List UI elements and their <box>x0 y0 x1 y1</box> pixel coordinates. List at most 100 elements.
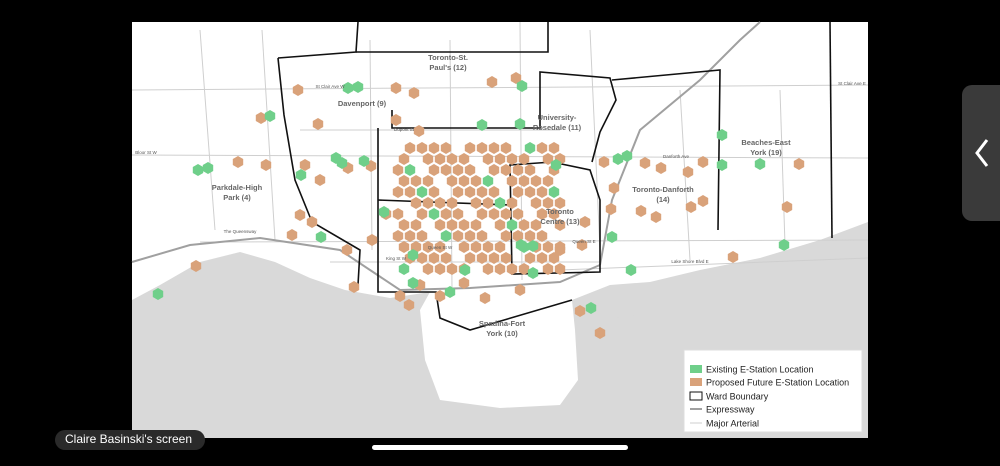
ward-label: Rosedale (11) <box>533 123 582 132</box>
station-hexagon <box>358 155 370 167</box>
station-hexagon <box>639 157 651 169</box>
station-hexagon <box>416 252 428 264</box>
station-hexagon <box>488 142 500 154</box>
station-hexagon <box>579 216 591 228</box>
station-hexagon <box>260 159 272 171</box>
station-hexagon <box>314 174 326 186</box>
station-hexagon <box>413 125 425 137</box>
station-hexagon <box>416 142 428 154</box>
station-hexagon <box>518 219 530 231</box>
station-hexagon <box>506 197 518 209</box>
station-hexagon <box>452 208 464 220</box>
station-hexagon <box>500 230 512 242</box>
station-hexagon <box>585 302 597 314</box>
station-hexagon <box>476 208 488 220</box>
station-hexagon <box>452 164 464 176</box>
station-hexagon <box>422 263 434 275</box>
station-hexagon <box>315 231 327 243</box>
station-hexagon <box>440 142 452 154</box>
station-hexagon <box>488 208 500 220</box>
station-hexagon <box>398 219 410 231</box>
station-hexagon <box>294 209 306 221</box>
station-hexagon <box>612 153 624 165</box>
station-hexagon <box>550 159 562 171</box>
ward-label: Beaches-East <box>741 138 791 147</box>
station-hexagon <box>398 263 410 275</box>
station-hexagon <box>416 230 428 242</box>
station-hexagon <box>524 164 536 176</box>
station-hexagon <box>464 164 476 176</box>
station-hexagon <box>594 327 606 339</box>
station-hexagon <box>446 153 458 165</box>
station-hexagon <box>464 186 476 198</box>
station-hexagon <box>398 241 410 253</box>
station-hexagon <box>392 208 404 220</box>
station-hexagon <box>621 150 633 162</box>
station-hexagon <box>410 219 422 231</box>
street-label: Bloor St W <box>135 150 157 155</box>
station-hexagon <box>428 208 440 220</box>
station-hexagon <box>342 82 354 94</box>
station-hexagon <box>440 230 452 242</box>
station-hexagon <box>482 153 494 165</box>
station-hexagon <box>781 201 793 213</box>
station-hexagon <box>548 252 560 264</box>
station-hexagon <box>440 164 452 176</box>
labels: Toronto-St.Paul's (12) Davenport (9) Unive… <box>135 53 866 338</box>
station-hexagon <box>576 239 588 251</box>
station-hexagon <box>458 153 470 165</box>
station-hexagon <box>500 208 512 220</box>
station-hexagon <box>793 158 805 170</box>
station-hexagon <box>464 142 476 154</box>
map: Toronto-St.Paul's (12) Davenport (9) Unive… <box>131 21 869 438</box>
road <box>131 84 869 91</box>
station-hexagon <box>716 129 728 141</box>
station-hexagon <box>488 252 500 264</box>
station-hexagon <box>352 81 364 93</box>
legend-box <box>683 349 863 433</box>
station-hexagon <box>716 159 728 171</box>
station-hexagon <box>392 230 404 242</box>
station-hexagon <box>512 186 524 198</box>
station-hexagon <box>542 241 554 253</box>
station-hexagon <box>494 219 506 231</box>
station-hexagon <box>202 162 214 174</box>
station-hexagon <box>500 252 512 264</box>
station-hexagon <box>527 240 539 252</box>
station-hexagon <box>422 175 434 187</box>
station-hexagon <box>434 241 446 253</box>
ward-label: Davenport (9) <box>338 99 387 108</box>
station-hexagon <box>778 239 790 251</box>
road <box>779 89 786 246</box>
street-label: The Queensway <box>224 229 258 234</box>
screen-label: Claire Basinski's screen <box>65 432 192 446</box>
station-hexagon <box>494 197 506 209</box>
station-hexagon <box>518 175 530 187</box>
station-hexagon <box>470 175 482 187</box>
station-hexagon <box>440 208 452 220</box>
station-hexagon <box>482 241 494 253</box>
station-hexagon <box>341 244 353 256</box>
station-hexagon <box>494 153 506 165</box>
ward-label: Park (4) <box>223 193 251 202</box>
station-hexagon <box>464 230 476 242</box>
station-hexagon <box>459 264 471 276</box>
station-hexagon <box>348 281 360 293</box>
station-hexagon <box>506 219 518 231</box>
station-hexagon <box>697 195 709 207</box>
station-hexagon <box>494 263 506 275</box>
station-hexagon <box>554 197 566 209</box>
station-hexagon <box>434 263 446 275</box>
station-hexagon <box>286 229 298 241</box>
station-hexagon <box>482 197 494 209</box>
station-hexagon <box>512 164 524 176</box>
side-tab[interactable] <box>962 85 1000 221</box>
stations <box>152 72 805 339</box>
station-hexagon <box>398 175 410 187</box>
station-hexagon <box>264 110 276 122</box>
station-hexagon <box>403 299 415 311</box>
station-hexagon <box>408 87 420 99</box>
station-hexagon <box>428 142 440 154</box>
station-hexagon <box>554 244 566 256</box>
ward-label: Parkdale-High <box>212 183 263 192</box>
